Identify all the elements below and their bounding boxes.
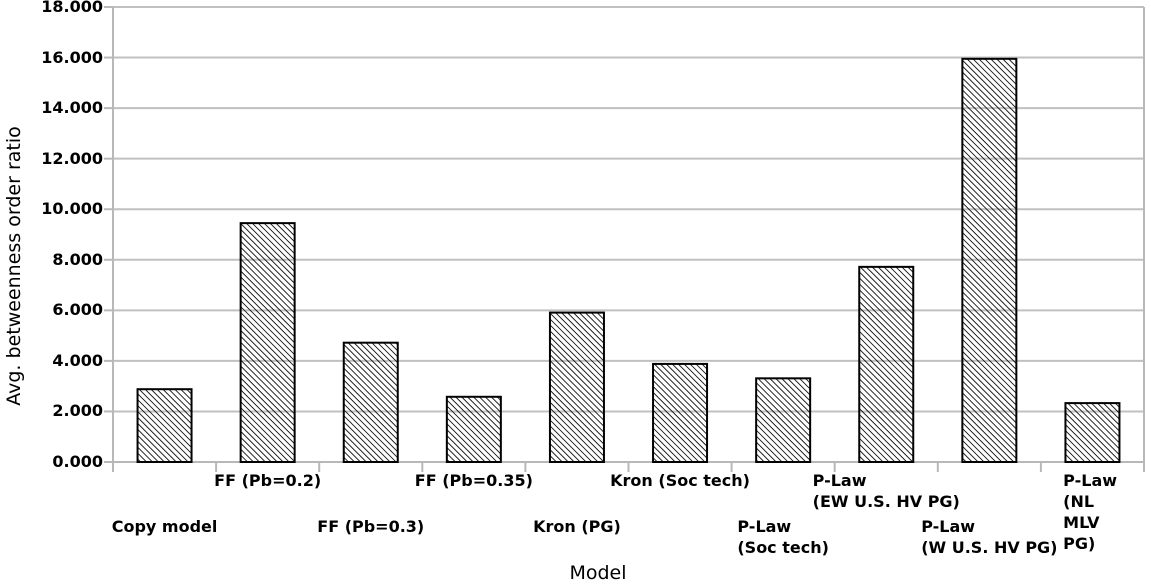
y-tick-label: 6.000 [52, 300, 103, 320]
x-category-label-p-law-w-u-s-hv-pg: P-Law (W U.S. HV PG) [921, 517, 1058, 557]
y-tick-label: 12.000 [41, 148, 103, 168]
x-category-label-p-law-ew-u-s-hv-pg: P-Law (EW U.S. HV PG) [812, 471, 960, 511]
bar-p-law-ew-u-s-hv-pg [858, 265, 915, 463]
bar-kron-pg [548, 311, 605, 463]
bar-p-law-soc-tech [755, 377, 812, 464]
x-category-label-ff-pb-0-2: FF (Pb=0.2) [214, 471, 322, 490]
x-category-label-kron-soc-tech: Kron (Soc tech) [610, 471, 750, 490]
bar-kron-soc-tech [652, 362, 709, 463]
y-tick-label: 0.000 [52, 452, 103, 471]
y-tick-label: 10.000 [41, 199, 103, 219]
bars [136, 57, 1121, 464]
bar-p-law-nl-mlv-pg [1064, 402, 1121, 464]
x-category-label-ff-pb-0-35: FF (Pb=0.35) [414, 471, 533, 490]
y-tick-label: 8.000 [52, 249, 103, 269]
y-tick-label: 18.000 [41, 0, 103, 16]
bar-ff-pb-0-3 [342, 341, 399, 464]
bar-copy-model [136, 388, 193, 464]
y-tick-label: 2.000 [52, 401, 103, 421]
y-tick-label: 14.000 [41, 98, 103, 118]
x-axis-title: Model [569, 562, 627, 584]
x-category-label-p-law-nl-mlv-pg: P-Law (NL MLV PG) [1063, 471, 1118, 553]
x-category-label-p-law-soc-tech: P-Law (Soc tech) [737, 517, 829, 557]
bar-ff-pb-0-2 [239, 222, 296, 463]
x-category-label-copy-model: Copy model [111, 517, 218, 536]
x-category-label-ff-pb-0-3: FF (Pb=0.3) [317, 517, 425, 536]
x-category-label-kron-pg: Kron (PG) [533, 517, 621, 536]
y-tick-label: 16.000 [41, 47, 103, 67]
y-axis-title: Avg. betweenness order ratio [3, 126, 25, 406]
bar-p-law-w-u-s-hv-pg [961, 57, 1018, 463]
bar-ff-pb-0-35 [445, 395, 502, 463]
y-tick-label: 4.000 [52, 350, 103, 370]
